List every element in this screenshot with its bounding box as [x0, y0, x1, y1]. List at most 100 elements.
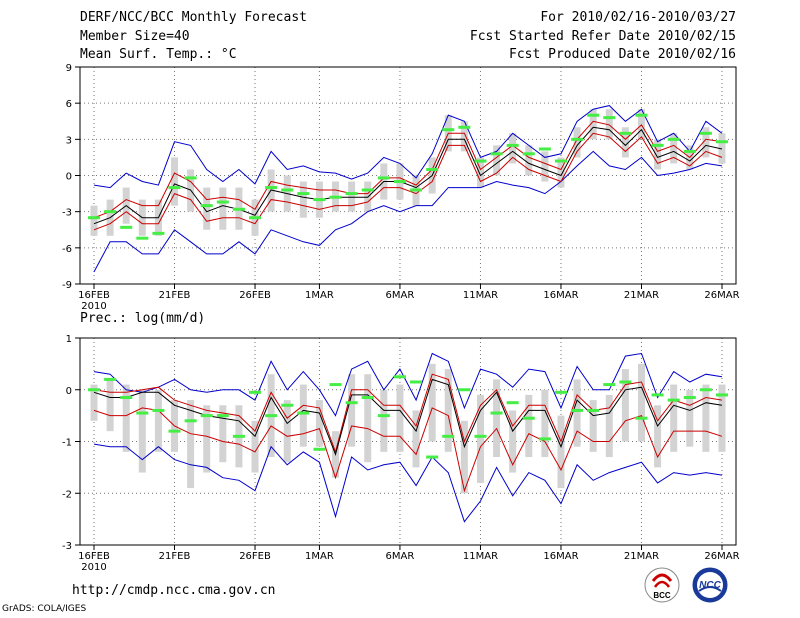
bcc-logo-text: BCC	[653, 591, 671, 600]
temp-box-bar	[476, 157, 484, 188]
temp-obs-mark	[651, 143, 664, 147]
temp-box-bar	[203, 187, 211, 230]
prec-box-bar	[493, 379, 501, 458]
temp-obs-mark	[88, 216, 100, 220]
prec-box-bar	[380, 389, 388, 452]
temp-ytick-label: 9	[66, 63, 72, 74]
prec-box-bar	[106, 379, 114, 432]
precipitation-panel: -3 -2 -1 0 1 16FEB 21FEB 26FEB 1MAR 6MAR 11MAR 16MA…	[62, 334, 740, 573]
prec-obs-mark	[232, 434, 245, 438]
temp-obs-mark	[683, 149, 696, 153]
temp-xtick-label: 26MAR	[704, 290, 739, 301]
prec-line-max	[93, 352, 723, 417]
prec-box-bar	[90, 384, 98, 421]
temp-obs-mark	[538, 147, 551, 151]
header-produced: Fcst Produced Date 2010/02/16	[509, 47, 736, 62]
prec-box-bar	[557, 415, 565, 489]
temp-obs-mark	[716, 140, 728, 144]
temp-line-upper	[93, 120, 723, 219]
prec-xtick-label: 21MAR	[624, 551, 659, 562]
temp-box-bar	[525, 145, 533, 176]
prec-box-bar	[637, 363, 645, 442]
ncc-logo: NCC	[692, 567, 728, 603]
prec-obs-mark	[216, 414, 229, 418]
prec-box-bar	[315, 400, 323, 447]
prec-xtick-label: 16FEB	[78, 551, 110, 562]
prec-obs-mark	[377, 414, 390, 418]
temp-ytick-label: 0	[66, 172, 72, 183]
temp-obs-mark	[168, 186, 181, 190]
prec-obs-mark	[393, 375, 406, 379]
temp-xtick-label: 1MAR	[305, 290, 334, 301]
temp-obs-mark	[377, 176, 390, 180]
prec-obs-mark	[281, 403, 294, 407]
temp-line-max	[93, 105, 723, 189]
ncc-logo-text: NCC	[699, 580, 721, 591]
temp-box-bar	[171, 157, 179, 206]
prec-box-bar	[670, 384, 678, 452]
temp-xtick-label: 26FEB	[239, 290, 271, 301]
temp-obs-mark	[216, 200, 229, 204]
temp-box-bar	[493, 145, 501, 176]
prec-obs-mark	[297, 411, 310, 415]
prec-box-bar	[428, 363, 436, 442]
website-link[interactable]: http://cmdp.ncc.cma.gov.cn	[72, 583, 276, 598]
prec-obs-mark	[345, 401, 358, 405]
temp-obs-mark	[474, 159, 487, 163]
prec-obs-mark	[168, 429, 181, 433]
temp-obs-mark	[410, 188, 423, 192]
prec-obs-mark	[249, 390, 262, 394]
temp-box-bar	[460, 121, 468, 152]
temp-obs-mark	[554, 159, 567, 163]
temp-obs-mark	[313, 198, 326, 202]
prec-obs-mark	[716, 393, 728, 397]
prec-ytick-label: -3	[62, 541, 72, 552]
temp-ytick-label: -6	[62, 244, 72, 255]
temp-obs-mark	[200, 204, 213, 208]
prec-obs-mark	[603, 383, 616, 387]
prec-obs-mark	[265, 414, 278, 418]
prec-xtick-label: 26MAR	[704, 551, 739, 562]
prec-box-bar	[686, 389, 694, 447]
prec-obs-mark	[571, 408, 584, 412]
temp-box-bar	[509, 133, 517, 164]
temp-line-mean	[93, 126, 723, 225]
prec-obs-mark	[200, 414, 213, 418]
temp-line-lower	[93, 132, 723, 231]
prec-box-bar	[364, 374, 372, 463]
temp-ytick-label: 6	[66, 99, 72, 110]
prec-box-bar	[283, 400, 291, 463]
prec-box-bar	[138, 389, 146, 473]
prec-obs-mark	[361, 396, 374, 400]
prec-obs-mark	[699, 388, 712, 392]
prec-obs-mark	[635, 416, 648, 420]
prec-box-bar	[525, 394, 533, 458]
prec-box-bar	[412, 410, 420, 468]
temp-obs-mark	[232, 207, 245, 211]
logos: BCC NCC	[644, 567, 728, 603]
header-variable: Mean Surf. Temp.: °C	[80, 47, 237, 62]
prec-ytick-label: -1	[62, 438, 72, 449]
temp-obs-mark	[699, 131, 712, 135]
prec-line-min	[93, 443, 723, 523]
prec-ytick-label: 0	[66, 386, 72, 397]
prec-obs-mark	[554, 390, 567, 394]
temperature-panel: -9 -6 -3 0 3 6 9 16FEB 21FEB 26FEB 1MAR 6MAR 11MAR 16…	[62, 63, 740, 312]
prec-box-bar	[154, 389, 162, 452]
prec-box-bar	[654, 405, 662, 468]
temp-box-bar	[718, 133, 726, 164]
prec-line-lower	[93, 407, 723, 493]
temp-xtick-label: 21MAR	[624, 290, 659, 301]
temp-xtick-label: 11MAR	[463, 290, 498, 301]
temp-obs-mark	[619, 131, 632, 135]
temp-box-bar	[573, 127, 581, 158]
prec-obs-mark	[184, 419, 197, 423]
header-period: For 2010/02/16-2010/03/27	[540, 10, 736, 25]
temp-obs-mark	[152, 231, 165, 235]
prec-obs-mark	[88, 388, 100, 392]
temp-box-bar	[621, 127, 629, 158]
prec-obs-mark	[587, 408, 600, 412]
prec-box-bar	[219, 405, 227, 463]
prec-line-mean	[93, 378, 723, 456]
temp-box-bar	[90, 205, 98, 236]
